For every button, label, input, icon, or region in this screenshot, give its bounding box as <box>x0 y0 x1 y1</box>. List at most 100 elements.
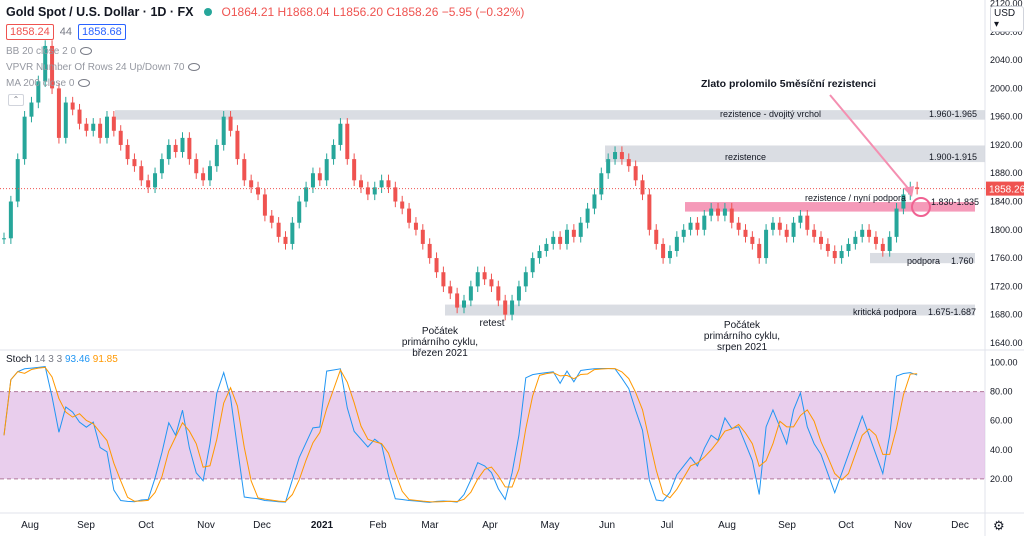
indicator-ma[interactable]: MA 200 close 0 <box>6 78 91 89</box>
time-tick-label: Oct <box>838 520 854 531</box>
candle-body <box>846 243 851 252</box>
zone-band <box>115 110 985 120</box>
candle-body <box>262 194 267 216</box>
candle-body <box>283 236 288 244</box>
candle-body <box>139 166 144 181</box>
indicator-bb[interactable]: BB 20 close 2 0 <box>6 46 93 57</box>
zone-range: 1.900-1.915 <box>929 152 977 162</box>
candle-body <box>688 222 693 230</box>
candle-body <box>400 201 405 209</box>
eye-icon[interactable] <box>188 63 201 72</box>
candle-body <box>43 45 48 82</box>
candle-body <box>70 102 75 110</box>
stoch-k-line <box>3 366 918 503</box>
candle-body <box>2 238 6 240</box>
currency-selector[interactable]: USD ▾ <box>990 6 1024 32</box>
candle-body <box>338 123 343 145</box>
stoch-band <box>0 391 985 479</box>
price-tick-label: 1960.00 <box>990 112 1023 122</box>
zone-band <box>870 252 975 264</box>
candle-body <box>207 166 212 181</box>
candle-body <box>77 109 82 124</box>
candle-body <box>674 236 679 252</box>
candle-body <box>448 286 453 294</box>
candle-body <box>825 243 830 252</box>
candle-body <box>8 201 13 239</box>
candle-body <box>564 229 569 244</box>
candle-body <box>98 123 103 138</box>
candle-body <box>915 187 920 189</box>
candle-body <box>853 236 858 244</box>
candle-body <box>118 130 123 145</box>
candle-body <box>235 130 240 160</box>
settings-gear-icon[interactable]: ⚙ <box>993 518 1005 533</box>
candle-body <box>249 180 254 188</box>
candle-body <box>50 45 55 89</box>
zone-band <box>605 145 985 163</box>
candle-body <box>331 144 336 160</box>
zone-range: 1.830-1.835 <box>931 197 979 207</box>
headline-annotation: Zlato prolomilo 5měsíční rezistenci <box>701 78 876 90</box>
candle-body <box>819 236 824 244</box>
candle-body <box>194 159 199 174</box>
candle-body <box>359 180 364 188</box>
indicator-vpvr[interactable]: VPVR Number Of Rows 24 Up/Down 70 <box>6 62 201 73</box>
time-tick-label: Jul <box>661 520 674 531</box>
arrow-line <box>829 94 913 194</box>
candle-body <box>880 243 885 252</box>
candle-body <box>256 187 261 195</box>
candle-body <box>722 208 727 216</box>
candle-body <box>125 144 130 160</box>
candle-body <box>372 187 377 195</box>
candle-body <box>159 159 164 174</box>
candle-body <box>420 229 425 244</box>
candle-body <box>290 222 295 244</box>
eye-icon[interactable] <box>78 79 91 88</box>
candle-body <box>22 116 27 160</box>
candle-body <box>709 208 714 216</box>
candle-body <box>757 243 762 259</box>
retest-label: retest <box>479 318 504 329</box>
cycle1-label: březen 2021 <box>412 348 468 359</box>
stoch-d-value: 91.85 <box>92 354 118 365</box>
candle-body <box>578 222 583 237</box>
time-tick-label: Mar <box>421 520 439 531</box>
candle-body <box>551 236 556 244</box>
time-tick-label: Apr <box>482 520 498 531</box>
price-tick-label: 1760.00 <box>990 253 1023 263</box>
candle-body <box>633 166 638 181</box>
last-price-tag <box>986 181 1024 196</box>
candle-body <box>661 243 666 259</box>
candle-body <box>276 222 281 237</box>
candle-body <box>901 194 906 209</box>
zone-label: kritická podpora <box>853 307 917 317</box>
candle-body <box>15 159 20 202</box>
zone-label: rezistence <box>725 152 766 162</box>
candle-body <box>606 159 611 174</box>
eye-icon[interactable] <box>80 47 93 56</box>
zone-band <box>685 202 975 212</box>
candle-body <box>516 286 521 301</box>
bid-button[interactable]: 1858.24 <box>6 24 54 40</box>
collapse-legend-icon[interactable]: ⌃ <box>8 94 24 106</box>
candle-body <box>146 180 151 188</box>
candle-body <box>784 229 789 237</box>
candle-body <box>695 222 700 230</box>
candle-body <box>599 173 604 195</box>
time-tick-label: Nov <box>894 520 912 531</box>
candle-body <box>489 279 494 287</box>
candle-body <box>324 159 329 181</box>
candle-body <box>558 236 563 244</box>
candle-body <box>626 159 631 167</box>
candle-body <box>654 229 659 244</box>
cycle1-label: Počátek <box>422 326 459 337</box>
ask-button[interactable]: 1858.68 <box>78 24 126 40</box>
time-tick-label: Oct <box>138 520 154 531</box>
stoch-params: 14 3 3 <box>34 354 63 365</box>
candle-body <box>180 137 185 153</box>
candle-body <box>36 81 41 103</box>
time-tick-label: Dec <box>951 520 969 531</box>
candle-body <box>386 180 391 188</box>
candle-body <box>153 173 158 188</box>
